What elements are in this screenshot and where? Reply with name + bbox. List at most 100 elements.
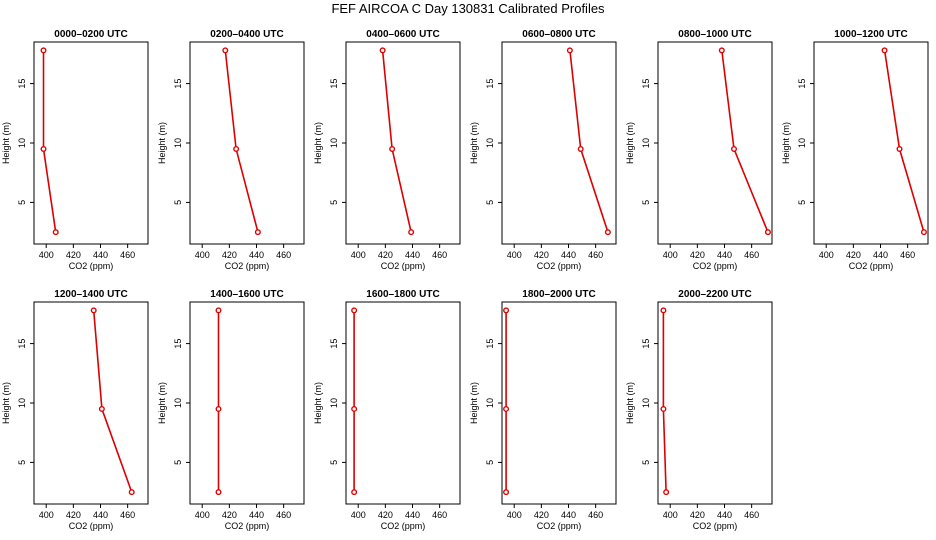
x-tick-label: 400	[507, 250, 522, 260]
y-axis-label: Height (m)	[781, 122, 791, 164]
plot-frame	[813, 41, 929, 245]
x-axis-label: CO2 (ppm)	[69, 521, 114, 531]
plot-frame	[501, 41, 617, 245]
data-point	[718, 47, 725, 54]
y-tick-label: 5	[173, 200, 183, 205]
data-point	[566, 47, 573, 54]
profile-line	[224, 50, 259, 233]
x-tick-label: 440	[717, 250, 732, 260]
x-tick-label: 460	[120, 510, 135, 520]
y-tick-label: 10	[797, 138, 807, 148]
x-axis-label: CO2 (ppm)	[849, 261, 894, 271]
x-tick-label: 420	[690, 510, 705, 520]
data-point	[254, 229, 261, 236]
y-axis-label: Height (m)	[1, 122, 11, 164]
x-tick-label: 400	[351, 510, 366, 520]
data-point	[351, 405, 358, 412]
y-tick-label: 10	[17, 138, 27, 148]
plot-frame	[189, 41, 305, 245]
y-tick-label: 10	[485, 398, 495, 408]
x-tick-label: 400	[39, 250, 54, 260]
x-axis-label: CO2 (ppm)	[225, 521, 270, 531]
x-tick-label: 400	[39, 510, 54, 520]
y-axis-label: Height (m)	[1, 382, 11, 424]
data-point	[896, 145, 903, 152]
panel-grid: 0000–0200 UTC 400 420 440 460 5 10 15 CO2 (ppm) H…	[1, 29, 929, 531]
x-tick-label: 420	[378, 250, 393, 260]
y-tick-label: 5	[17, 460, 27, 465]
y-tick-label: 15	[485, 79, 495, 89]
y-tick-label: 10	[485, 138, 495, 148]
y-tick-label: 15	[17, 79, 27, 89]
x-tick-label: 440	[249, 510, 264, 520]
y-tick-label: 15	[641, 79, 651, 89]
data-point	[233, 145, 240, 152]
data-point	[731, 145, 738, 152]
profile-line	[381, 50, 412, 233]
x-tick-label: 460	[276, 250, 291, 260]
panel-title: 0600–0800 UTC	[522, 29, 595, 40]
plot-frame	[345, 41, 461, 245]
y-tick-label: 15	[329, 79, 339, 89]
x-tick-label: 400	[507, 510, 522, 520]
data-point	[920, 229, 927, 236]
y-axis-label: Height (m)	[313, 122, 323, 164]
x-axis-label: CO2 (ppm)	[225, 261, 270, 271]
x-tick-label: 440	[873, 250, 888, 260]
data-point	[222, 47, 229, 54]
x-tick-label: 440	[561, 250, 576, 260]
y-tick-label: 10	[17, 398, 27, 408]
y-tick-label: 10	[173, 138, 183, 148]
y-tick-label: 10	[641, 398, 651, 408]
y-tick-label: 5	[641, 200, 651, 205]
panel-3: 0400–0600 UTC 400 420 440 460 5 10 15 CO2 (ppm) H…	[313, 29, 461, 271]
y-tick-label: 5	[641, 460, 651, 465]
y-axis-label: Height (m)	[469, 382, 479, 424]
data-point	[351, 307, 358, 314]
y-tick-label: 5	[485, 200, 495, 205]
x-tick-label: 420	[378, 510, 393, 520]
x-axis-label: CO2 (ppm)	[69, 261, 114, 271]
y-tick-label: 5	[173, 460, 183, 465]
x-tick-label: 420	[222, 510, 237, 520]
x-axis-label: CO2 (ppm)	[381, 261, 426, 271]
figure-title: FEF AIRCOA C Day 130831 Calibrated Profi…	[331, 1, 605, 16]
x-tick-label: 460	[744, 250, 759, 260]
x-tick-label: 420	[690, 250, 705, 260]
data-point	[90, 307, 97, 314]
plot-frame	[189, 301, 305, 505]
y-tick-label: 15	[329, 339, 339, 349]
data-point	[663, 489, 670, 496]
y-axis-label: Height (m)	[157, 382, 167, 424]
data-point	[40, 47, 47, 54]
x-tick-label: 440	[561, 510, 576, 520]
panel-title: 1800–2000 UTC	[522, 289, 595, 300]
panel-title: 0000–0200 UTC	[54, 29, 127, 40]
data-point	[408, 229, 415, 236]
data-point	[52, 229, 59, 236]
y-tick-label: 15	[641, 339, 651, 349]
y-axis-label: Height (m)	[625, 122, 635, 164]
panel-title: 1600–1800 UTC	[366, 289, 439, 300]
x-tick-label: 460	[588, 510, 603, 520]
panel-7: 1200–1400 UTC 400 420 440 460 5 10 15 CO2 (ppm) H…	[1, 289, 149, 531]
plot-frame	[657, 301, 773, 505]
profile-line	[92, 310, 133, 493]
x-tick-label: 460	[588, 250, 603, 260]
y-tick-label: 10	[641, 138, 651, 148]
plot-frame	[345, 301, 461, 505]
x-tick-label: 400	[195, 510, 210, 520]
x-tick-label: 440	[405, 510, 420, 520]
data-point	[40, 145, 47, 152]
data-point	[503, 489, 510, 496]
panel-title: 1400–1600 UTC	[210, 289, 283, 300]
x-axis-label: CO2 (ppm)	[537, 261, 582, 271]
panel-title: 0800–1000 UTC	[678, 29, 751, 40]
panel-title: 0400–0600 UTC	[366, 29, 439, 40]
x-tick-label: 400	[819, 250, 834, 260]
x-tick-label: 440	[249, 250, 264, 260]
data-point	[215, 405, 222, 412]
y-tick-label: 15	[173, 79, 183, 89]
data-point	[660, 307, 667, 314]
data-point	[98, 405, 105, 412]
